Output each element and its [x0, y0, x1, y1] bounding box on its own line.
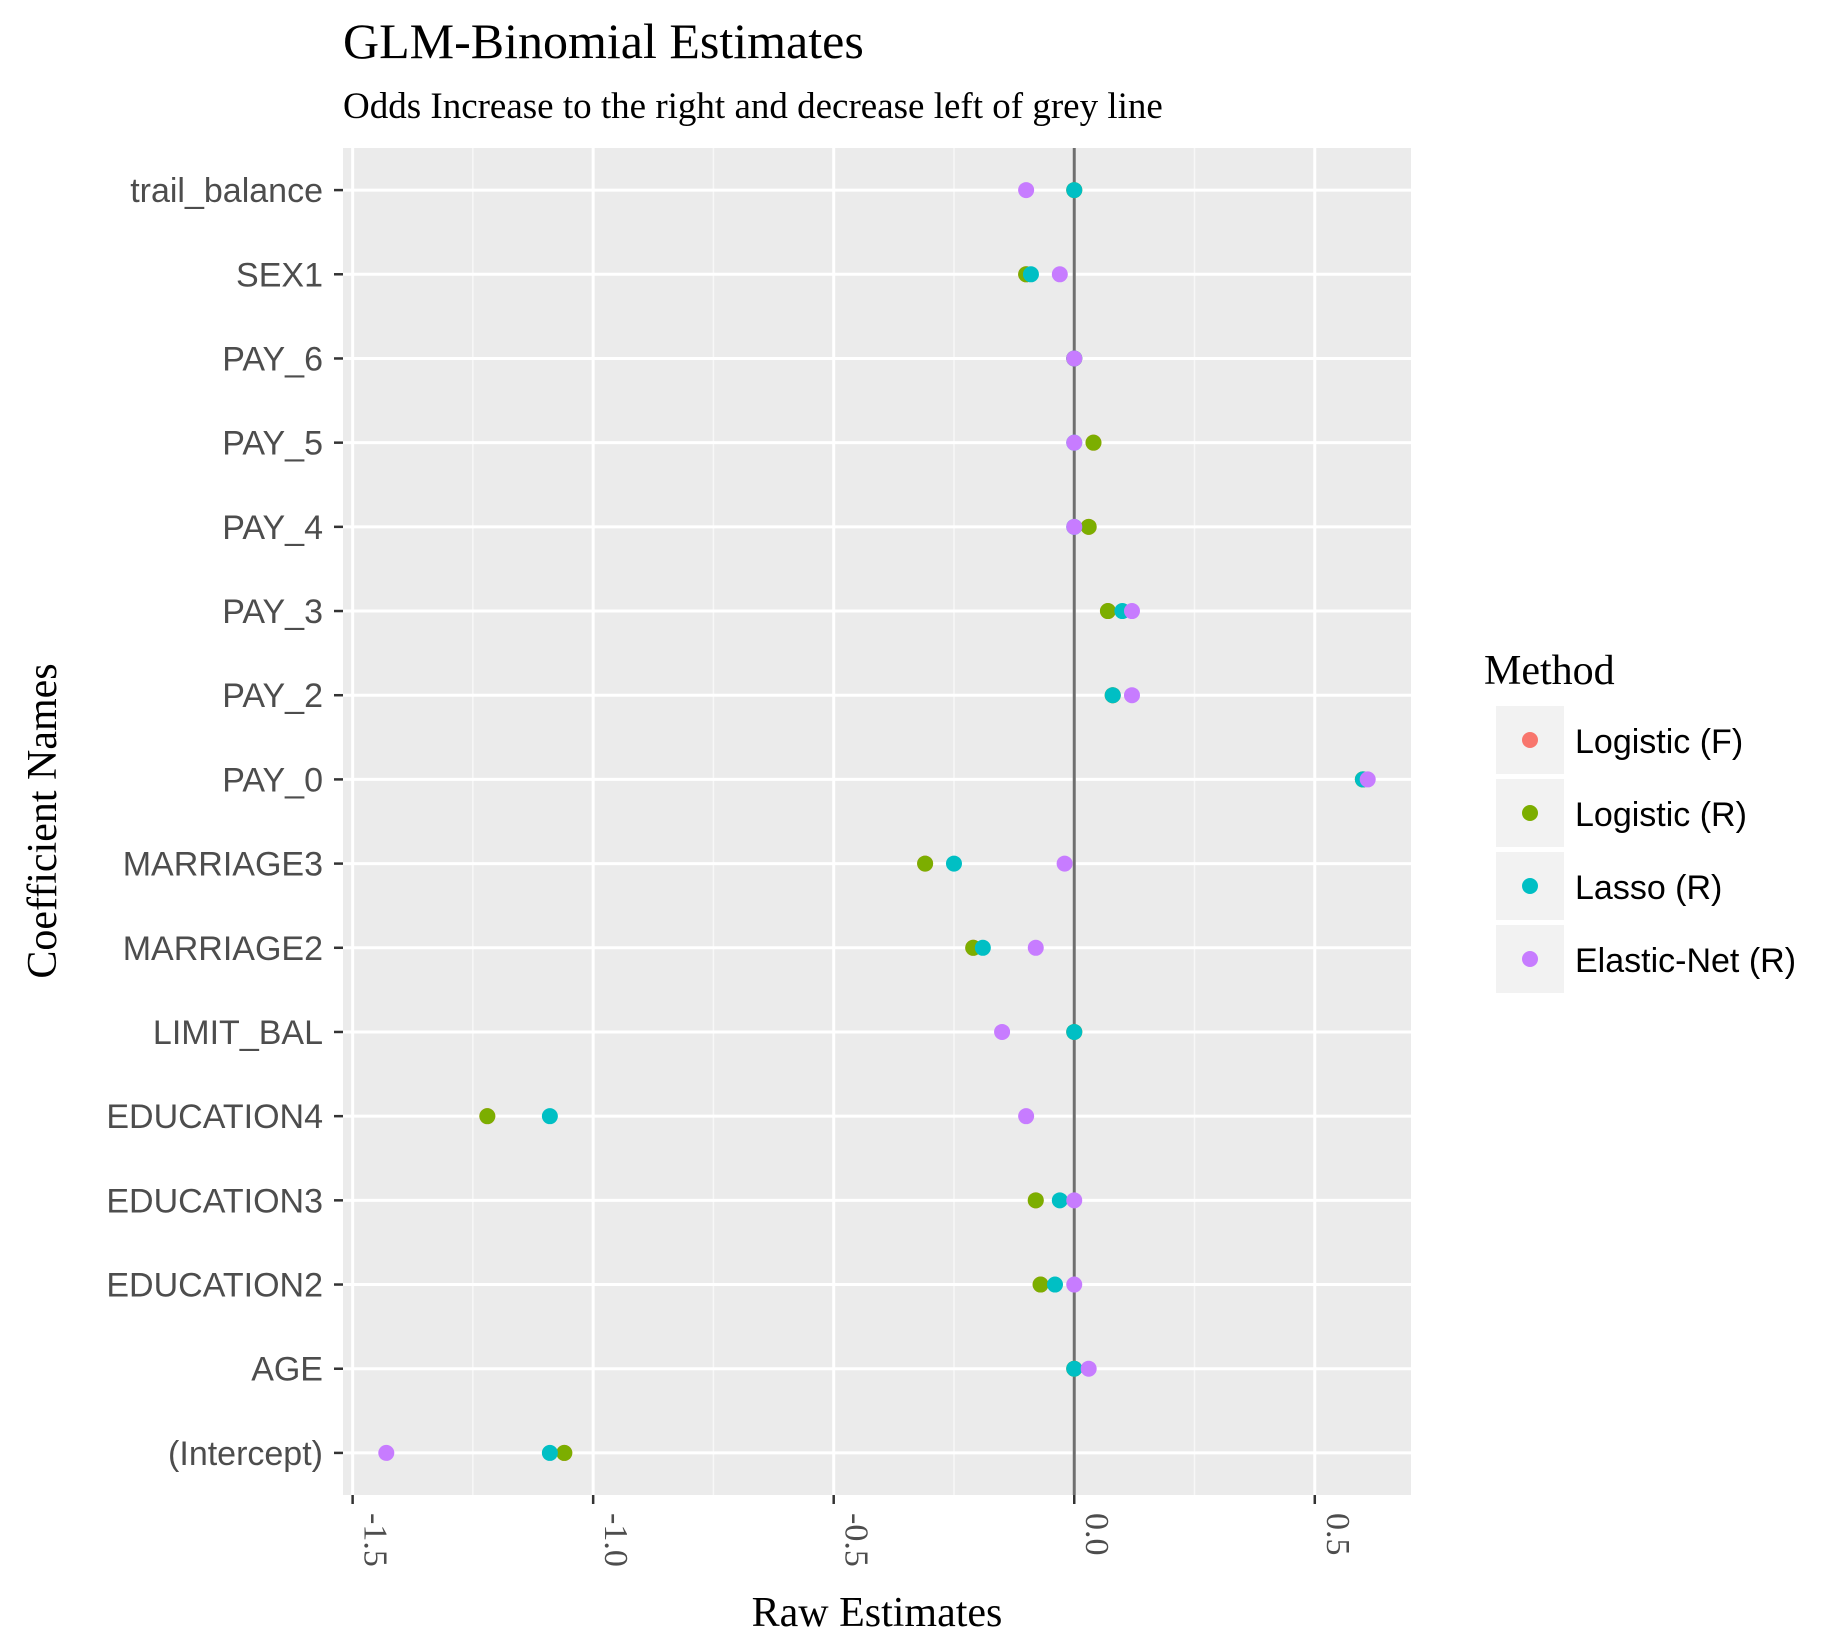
legend-marker	[1522, 732, 1538, 748]
y-tick-label: EDUCATION2	[106, 1267, 323, 1305]
x-tick-label: 0.5	[1319, 1513, 1356, 1556]
data-point	[1027, 939, 1044, 956]
data-point	[556, 1444, 573, 1461]
y-tick-label: PAY_2	[222, 677, 323, 715]
data-point	[994, 1023, 1011, 1040]
x-tick-label: -0.5	[838, 1513, 875, 1567]
legend-label: Elastic-Net (R)	[1575, 942, 1796, 980]
x-axis: -1.5 -1.0 -0.5 0.0 0.5	[351, 1495, 1356, 1567]
data-point	[1080, 518, 1097, 535]
y-tick-label: MARRIAGE3	[123, 846, 323, 884]
y-tick-label: (Intercept)	[168, 1435, 323, 1473]
data-point	[1066, 1276, 1083, 1293]
data-point	[1066, 518, 1083, 535]
data-point	[541, 1108, 558, 1125]
data-point	[1051, 1192, 1068, 1209]
data-point	[1066, 350, 1083, 367]
y-tick-label: EDUCATION4	[106, 1098, 323, 1136]
data-point	[1051, 266, 1068, 283]
data-point	[1066, 1360, 1083, 1377]
legend-marker	[1522, 951, 1538, 967]
data-point	[1066, 1192, 1083, 1209]
chart-title: GLM-Binomial Estimates	[343, 13, 864, 69]
data-point	[1018, 1108, 1035, 1125]
data-point	[1022, 266, 1039, 283]
y-tick-label: trail_balance	[130, 172, 323, 210]
data-point	[1066, 182, 1083, 199]
x-axis-label: Raw Estimates	[752, 1590, 1003, 1636]
data-point	[541, 1444, 558, 1461]
data-point	[1018, 182, 1035, 199]
data-point	[378, 1444, 395, 1461]
data-point	[1104, 687, 1121, 704]
chart-subtitle: Odds Increase to the right and decrease …	[343, 86, 1163, 127]
y-tick-label: PAY_5	[222, 425, 323, 463]
data-point	[1359, 771, 1376, 788]
data-points	[378, 182, 1376, 1461]
x-tick-label: -1.0	[597, 1513, 634, 1567]
legend: Method Logistic (F) Logistic (R) Lasso (R)…	[1484, 648, 1796, 993]
x-tick-label: 0.0	[1078, 1513, 1115, 1556]
y-tick-label: SEX1	[236, 256, 323, 294]
legend-label: Logistic (R)	[1575, 796, 1747, 834]
y-axis: (Intercept) AGE EDUCATION2 EDUCATION3 EDUCAT…	[106, 172, 343, 1473]
data-point	[1056, 855, 1073, 872]
y-axis-label: Coefficient Names	[20, 663, 66, 978]
data-point	[1099, 603, 1116, 620]
data-point	[1066, 1023, 1083, 1040]
legend-marker	[1522, 805, 1538, 821]
y-tick-label: PAY_6	[222, 340, 323, 378]
y-tick-label: AGE	[251, 1351, 323, 1389]
data-point	[1123, 687, 1140, 704]
data-point	[1080, 1360, 1097, 1377]
y-tick-label: PAY_4	[222, 509, 323, 547]
data-point	[945, 855, 962, 872]
legend-title: Method	[1484, 648, 1615, 694]
data-point	[1123, 603, 1140, 620]
data-point	[917, 855, 934, 872]
y-tick-label: LIMIT_BAL	[153, 1014, 323, 1052]
x-tick-label: -1.5	[357, 1513, 394, 1567]
y-tick-label: EDUCATION3	[106, 1182, 323, 1220]
legend-marker	[1522, 878, 1538, 894]
data-point	[1032, 1276, 1049, 1293]
data-point	[974, 939, 991, 956]
data-point	[1066, 434, 1083, 451]
data-point	[1047, 1276, 1063, 1293]
grid-minor	[472, 148, 1196, 1495]
grid-major	[343, 148, 1411, 1495]
legend-label: Logistic (F)	[1575, 723, 1743, 761]
plot-panel	[343, 148, 1411, 1495]
y-tick-label: PAY_3	[222, 593, 323, 631]
y-tick-label: PAY_0	[222, 761, 323, 799]
data-point	[1027, 1192, 1044, 1209]
legend-label: Lasso (R)	[1575, 869, 1722, 907]
data-point	[479, 1108, 496, 1125]
data-point	[1085, 434, 1102, 451]
y-tick-label: MARRIAGE2	[123, 930, 323, 968]
